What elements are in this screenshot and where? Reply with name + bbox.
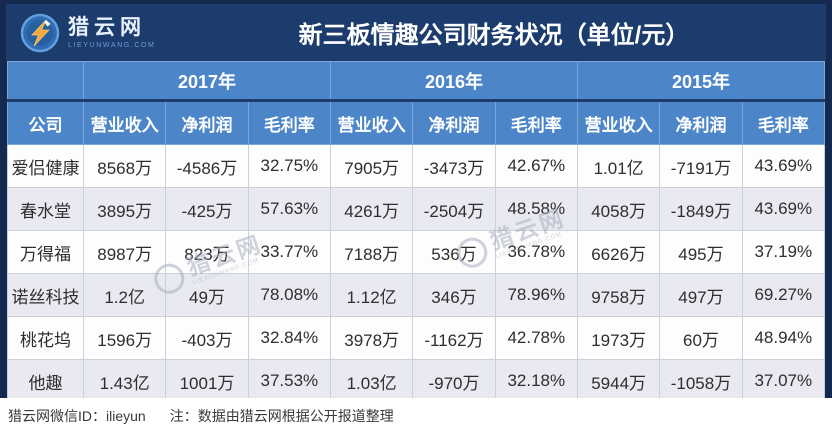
value-cell: 42.78% <box>494 316 578 360</box>
value-cell: 48.58% <box>494 187 578 231</box>
value-cell: 78.08% <box>247 273 331 317</box>
value-cell: 7188万 <box>329 230 414 274</box>
value-cell: 33.77% <box>247 230 331 274</box>
value-cell: 6626万 <box>576 230 661 274</box>
value-cell: 1.01亿 <box>576 144 661 188</box>
value-cell: 536万 <box>412 230 496 274</box>
lieyun-logo: 猎云网 LIEYUNWANG.COM <box>20 13 176 53</box>
table-row: 桃花坞 1596万 -403万 32.84% 3978万 -1162万 42.78% 1973… <box>7 316 826 360</box>
company-cell: 桃花坞 <box>7 316 84 360</box>
value-cell: 60万 <box>659 316 743 360</box>
value-cell: 8568万 <box>82 144 167 188</box>
value-cell: 1.2亿 <box>82 273 167 317</box>
value-cell: 32.84% <box>247 316 331 360</box>
value-cell: -3473万 <box>412 144 496 188</box>
corner-cell <box>7 61 84 102</box>
value-cell: 32.18% <box>494 359 578 403</box>
value-cell: 57.63% <box>247 187 331 231</box>
year-header-2017: 2017年 <box>83 61 331 102</box>
value-cell: 497万 <box>659 273 743 317</box>
company-cell: 春水堂 <box>7 187 84 231</box>
value-cell: 346万 <box>412 273 496 317</box>
table-row: 诺丝科技 1.2亿 49万 78.08% 1.12亿 346万 78.96% 9758万 497… <box>7 273 826 317</box>
financial-table: 2017年 2016年 2015年 公司 营业收入 净利润 毛利率 营业收入 净… <box>7 61 826 403</box>
value-cell: 42.67% <box>494 144 578 188</box>
metric-header-revenue-2017: 营业收入 <box>82 100 167 145</box>
table-row: 万得福 8987万 823万 33.77% 7188万 536万 36.78% 6626万 49… <box>7 230 826 274</box>
metric-header-netprofit-2016: 净利润 <box>412 100 496 145</box>
value-cell: 495万 <box>659 230 743 274</box>
value-cell: 1001万 <box>165 359 249 403</box>
logo-subtitle: LIEYUNWANG.COM <box>68 41 156 49</box>
value-cell: 48.94% <box>741 316 826 360</box>
metric-header-grossmargin-2016: 毛利率 <box>494 100 578 145</box>
metric-header-grossmargin-2017: 毛利率 <box>247 100 331 145</box>
value-cell: 36.78% <box>494 230 578 274</box>
table-wrap: 2017年 2016年 2015年 公司 营业收入 净利润 毛利率 营业收入 净… <box>7 61 826 403</box>
company-cell: 诺丝科技 <box>7 273 84 317</box>
table-row: 春水堂 3895万 -425万 57.63% 4261万 -2504万 48.58% 4058… <box>7 187 826 231</box>
footer: 猎云网微信ID：ilieyun 注：数据由猎云网根据公开报道整理 <box>0 398 832 434</box>
value-cell: -1058万 <box>659 359 743 403</box>
metric-header-revenue-2016: 营业收入 <box>329 100 414 145</box>
lieyun-logo-icon <box>20 13 60 52</box>
value-cell: 4261万 <box>329 187 414 231</box>
value-cell: 37.53% <box>247 359 331 403</box>
value-cell: -4586万 <box>165 144 249 188</box>
value-cell: -7191万 <box>659 144 743 188</box>
value-cell: 5944万 <box>576 359 661 403</box>
value-cell: 49万 <box>165 273 249 317</box>
logo-text: 猎云网 LIEYUNWANG.COM <box>68 16 155 48</box>
value-cell: -2504万 <box>412 187 496 231</box>
metric-header-revenue-2015: 营业收入 <box>576 100 661 145</box>
value-cell: 43.69% <box>741 144 826 188</box>
year-header-2016: 2016年 <box>329 61 578 102</box>
company-cell: 万得福 <box>7 230 84 274</box>
value-cell: 78.96% <box>494 273 578 317</box>
value-cell: 4058万 <box>576 187 661 231</box>
table-row: 爱侣健康 8568万 -4586万 32.75% 7905万 -3473万 42.67% 1.… <box>7 144 826 188</box>
company-column-header: 公司 <box>7 100 84 145</box>
footer-wechat-id: 猎云网微信ID：ilieyun <box>8 408 146 424</box>
value-cell: 43.69% <box>741 187 826 231</box>
value-cell: 3978万 <box>329 316 414 360</box>
value-cell: 37.19% <box>741 230 826 274</box>
value-cell: 8987万 <box>82 230 167 274</box>
year-header-row: 2017年 2016年 2015年 <box>7 61 826 102</box>
company-cell: 爱侣健康 <box>7 144 84 188</box>
value-cell: 1.43亿 <box>82 359 167 403</box>
value-cell: -1849万 <box>659 187 743 231</box>
metric-header-row: 公司 营业收入 净利润 毛利率 营业收入 净利润 毛利率 营业收入 净利润 毛利… <box>7 100 826 145</box>
metric-header-netprofit-2017: 净利润 <box>165 100 249 145</box>
value-cell: 823万 <box>165 230 249 274</box>
value-cell: 3895万 <box>82 187 167 231</box>
value-cell: 1973万 <box>576 316 661 360</box>
year-header-2015: 2015年 <box>576 61 826 102</box>
company-cell: 他趣 <box>7 359 84 403</box>
page-title: 新三板情趣公司财务状况（单位/元） <box>298 22 690 49</box>
value-cell: -970万 <box>412 359 496 403</box>
value-cell: 69.27% <box>741 273 826 317</box>
value-cell: -425万 <box>165 187 249 231</box>
metric-header-netprofit-2015: 净利润 <box>659 100 743 145</box>
value-cell: 1596万 <box>82 316 167 360</box>
value-cell: -1162万 <box>412 316 496 360</box>
value-cell: 37.07% <box>741 359 826 403</box>
value-cell: -403万 <box>165 316 249 360</box>
value-cell: 9758万 <box>576 273 661 317</box>
metric-header-grossmargin-2015: 毛利率 <box>741 100 826 145</box>
logo-title: 猎云网 <box>68 16 146 40</box>
value-cell: 32.75% <box>247 144 331 188</box>
value-cell: 1.12亿 <box>329 273 414 317</box>
table-row: 他趣 1.43亿 1001万 37.53% 1.03亿 -970万 32.18% 5944万 -… <box>7 359 826 403</box>
value-cell: 7905万 <box>329 144 414 188</box>
value-cell: 1.03亿 <box>329 359 414 403</box>
banner: 猎云网 LIEYUNWANG.COM 新三板情趣公司财务状况（单位/元） <box>6 4 826 61</box>
footer-note: 注：数据由猎云网根据公开报道整理 <box>169 408 394 424</box>
